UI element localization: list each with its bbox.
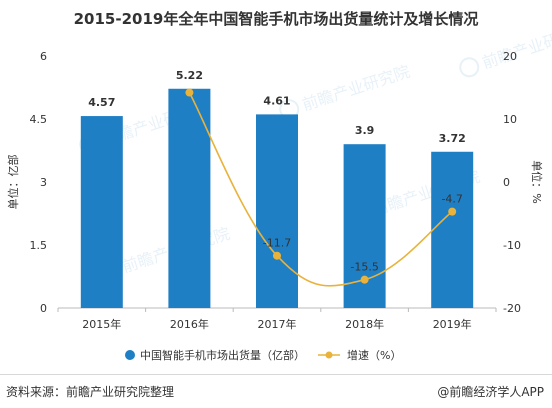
x-tick-label: 2016年 [170,317,209,331]
bar-value-label: 3.72 [439,132,466,145]
x-tick-label: 2015年 [82,317,121,331]
bar [80,116,123,308]
y-right-axis-title: 单位：% [530,160,544,203]
bar-value-label: 4.57 [88,96,115,109]
bar-value-label: 5.22 [176,69,203,82]
bar-labels: 4.57 5.22 4.61 3.9 3.72 [88,69,466,145]
x-tick-label: 2018年 [345,317,384,331]
bar [431,151,474,308]
y-left-tick-label: 6 [40,50,47,63]
legend-bar-label: 中国智能手机市场出货量（亿部） [140,348,305,362]
chart-title: 2015-2019年全年中国智能手机市场出货量统计及增长情况 [73,10,479,28]
bar [256,114,298,308]
y-right-tick-label: 10 [503,113,517,126]
growth-value-label: -11.7 [263,237,291,250]
y-left-tick-label: 3 [40,176,47,189]
watermark-logo-icon [459,57,480,78]
y-left-tick-label: 0 [40,302,47,315]
y-right-tick-label: 0 [503,176,510,189]
y-right-tick-label: -20 [503,302,521,315]
watermark: 前瞻产业研究院前瞻产业研究院前瞻产业研究院前瞻产业研究院前瞻产业研究院 [79,20,552,282]
x-tick-label: 2019年 [433,317,472,331]
growth-point [360,275,369,284]
legend-line-label: 增速（%） [347,348,401,362]
y-left-tick-label: 4.5 [30,113,48,126]
bar-value-label: 4.61 [263,94,290,107]
growth-value-label: -15.5 [350,261,378,274]
growth-value-label: -4.7 [441,193,462,206]
source-note: 资料来源：前瞻产业研究院整理 [6,385,175,399]
growth-line [188,92,453,287]
x-tick-label: 2017年 [258,317,297,331]
footer-divider [0,374,552,375]
bar [168,88,211,308]
legend-line-marker [325,351,333,359]
legend: 中国智能手机市场出货量（亿部） 增速（%） [125,348,401,362]
axes: 2015年 2016年 2017年 2018年 2019年 0 1.5 3 4.5 6 -20 -10… [6,50,544,331]
growth-point [448,207,457,216]
legend-bar-swatch [125,350,135,360]
watermark-mark: 前瞻产业研究院 [279,62,412,120]
growth-point [273,251,281,260]
y-right-tick-label: -10 [503,239,521,252]
y-right-tick-label: 20 [503,50,517,63]
y-left-axis-title: 单位：亿部 [6,155,20,210]
watermark-text: 前瞻产业研究院 [300,62,412,115]
y-left-tick-label: 1.5 [30,239,48,252]
brand-credit: @前瞻经济学人APP [437,385,544,399]
watermark-text: 前瞻产业研究院 [480,20,552,73]
line-series: -11.7 -15.5 -4.7 [185,88,463,287]
growth-point [185,88,194,97]
bar-value-label: 3.9 [355,124,375,137]
